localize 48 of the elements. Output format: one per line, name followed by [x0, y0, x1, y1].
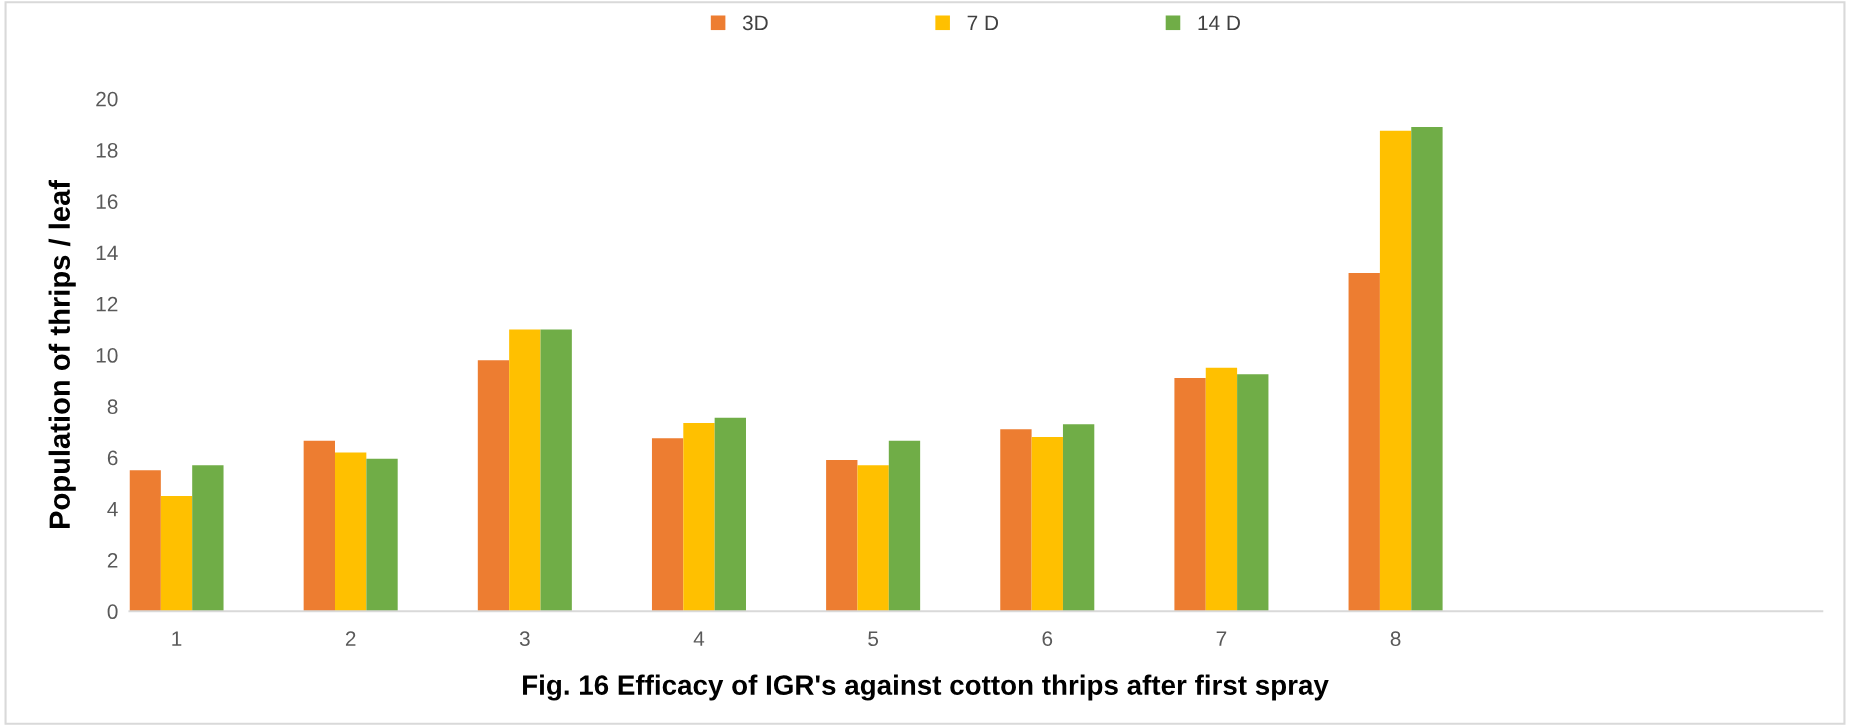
- x-tick-label: 4: [693, 631, 705, 646]
- bar: [1411, 126, 1443, 612]
- x-tick-label: 7: [1216, 631, 1227, 646]
- y-tick-label: 16: [96, 194, 118, 209]
- y-tick-label: 18: [96, 142, 118, 158]
- x-tick-label: 2: [345, 631, 356, 646]
- bar: [888, 440, 921, 612]
- y-tick-label: 20: [96, 91, 118, 107]
- legend-label: 3D: [742, 15, 768, 31]
- bar: [540, 329, 572, 612]
- bar: [160, 495, 193, 612]
- y-tick-label: 2: [107, 553, 118, 568]
- bar: [303, 440, 335, 612]
- bar: [1000, 429, 1032, 612]
- bar: [366, 458, 398, 612]
- bar: [1031, 437, 1063, 612]
- x-tick-label: 5: [868, 631, 879, 647]
- bar: [192, 465, 224, 612]
- bar: [714, 417, 746, 612]
- y-tick-label: 6: [107, 450, 118, 466]
- bar: [1062, 424, 1095, 612]
- y-tick-label: 12: [96, 296, 118, 312]
- bar: [1379, 130, 1412, 612]
- x-tick-label: 6: [1042, 631, 1053, 647]
- legend-label: 14 D: [1198, 15, 1240, 31]
- x-tick-label: 8: [1390, 631, 1401, 647]
- y-tick-label: 8: [107, 399, 118, 415]
- bar: [857, 465, 889, 612]
- bar: [1205, 367, 1238, 612]
- y-tick-label: 14: [96, 245, 118, 261]
- bar: [1174, 378, 1206, 612]
- bar: [335, 452, 367, 612]
- bar: [826, 460, 858, 612]
- bar: [129, 470, 161, 612]
- bar: [1237, 374, 1269, 612]
- text: Fig. 16 Efficacy of IGR's against cotton thrips after first spray: [523, 674, 1329, 701]
- y-axis-title: Population of thrips / leaf: [48, 179, 76, 529]
- legend-label: 7 D: [967, 15, 999, 31]
- x-tick-label: 1: [172, 631, 182, 646]
- bar: [1348, 273, 1380, 612]
- bar: [683, 422, 715, 612]
- y-tick-label: 10: [96, 348, 118, 363]
- bar: [509, 329, 541, 612]
- y-tick-label: 4: [107, 502, 118, 517]
- bar: [477, 360, 510, 612]
- bar: [651, 438, 684, 612]
- x-tick-label: 3: [519, 631, 530, 647]
- y-tick-label: 0: [107, 604, 118, 620]
